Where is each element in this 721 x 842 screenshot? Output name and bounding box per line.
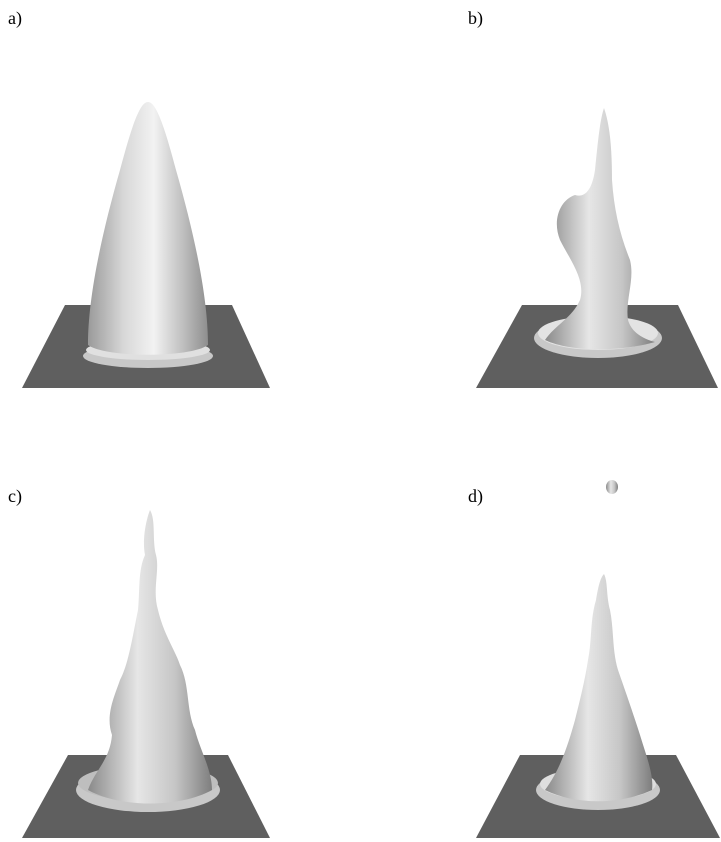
panel-label: c) bbox=[8, 486, 22, 507]
flame bbox=[545, 574, 653, 802]
panel-c: c) bbox=[8, 486, 270, 838]
cone-flame bbox=[88, 102, 208, 355]
panel-label: b) bbox=[468, 8, 483, 29]
panel-b: b) bbox=[468, 8, 718, 388]
flame-blob bbox=[606, 480, 618, 494]
panel-d: d) bbox=[468, 480, 720, 838]
flame bbox=[88, 510, 212, 804]
flame bbox=[545, 108, 655, 350]
panel-label: a) bbox=[8, 8, 22, 29]
panel-label: d) bbox=[468, 486, 483, 507]
panel-a: a) bbox=[8, 8, 270, 388]
